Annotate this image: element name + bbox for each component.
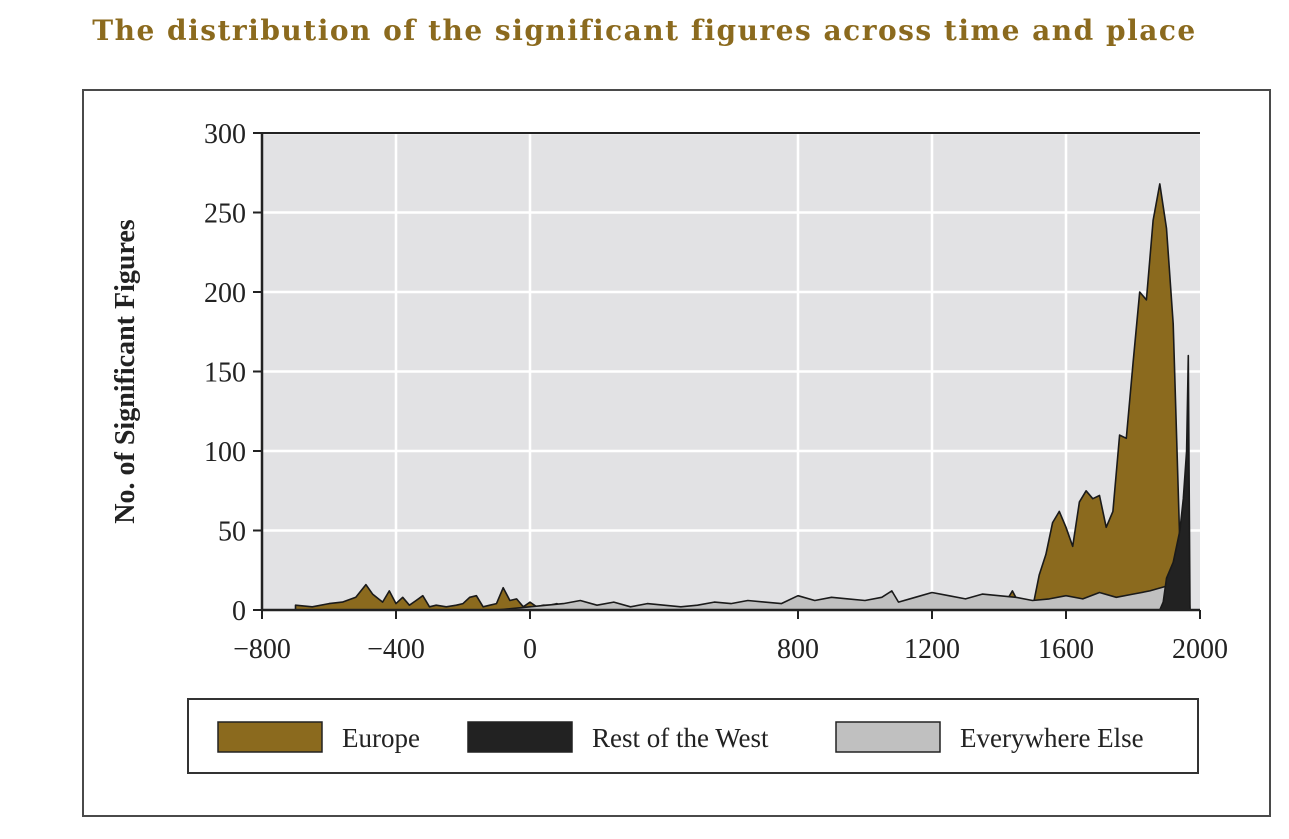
x-tick-label: 2000 [1172, 634, 1228, 665]
legend-swatch [835, 721, 941, 753]
chart-frame: −800 −400 0 800 1200 1600 2000 0 50 100 150 200 250 3… [82, 89, 1271, 817]
x-tick-label: 1200 [904, 634, 960, 665]
x-tick-label: 800 [777, 634, 819, 665]
y-tick-label: 250 [204, 199, 246, 230]
legend-item-europe: Europe [217, 721, 420, 753]
y-tick-label: 150 [204, 358, 246, 389]
x-tick-label: 0 [523, 634, 537, 665]
legend-label: Everywhere Else [960, 723, 1144, 753]
y-tick-label: 100 [204, 437, 246, 468]
y-tick-label: 0 [232, 596, 246, 627]
series-area-everywhere-else [294, 545, 1191, 611]
legend-label: Rest of the West [592, 723, 769, 753]
legend-swatch [467, 721, 573, 753]
legend: Europe Rest of the West Everywhere Else [187, 698, 1199, 774]
legend-item-rest-of-the-west: Rest of the West [467, 721, 769, 753]
legend-items: Europe Rest of the West Everywhere Else [217, 721, 1144, 753]
chart-title: The distribution of the significant figu… [92, 14, 1197, 47]
y-tick-label: 50 [218, 517, 246, 548]
legend-label: Europe [342, 723, 420, 753]
chart-svg: −800 −400 0 800 1200 1600 2000 0 50 100 150 200 250 3… [110, 119, 1228, 774]
y-tick-label: 300 [204, 119, 246, 150]
legend-item-everywhere-else: Everywhere Else [835, 721, 1144, 753]
axes: −800 −400 0 800 1200 1600 2000 0 50 100 150 200 250 3… [204, 119, 1228, 665]
legend-swatch [217, 721, 323, 753]
x-tick-label: −800 [233, 634, 291, 665]
x-tick-label: −400 [367, 634, 425, 665]
y-tick-label: 200 [204, 278, 246, 309]
legend-box [187, 698, 1199, 774]
x-tick-label: 1600 [1038, 634, 1094, 665]
y-axis-title: No. of Significant Figures [110, 219, 141, 523]
